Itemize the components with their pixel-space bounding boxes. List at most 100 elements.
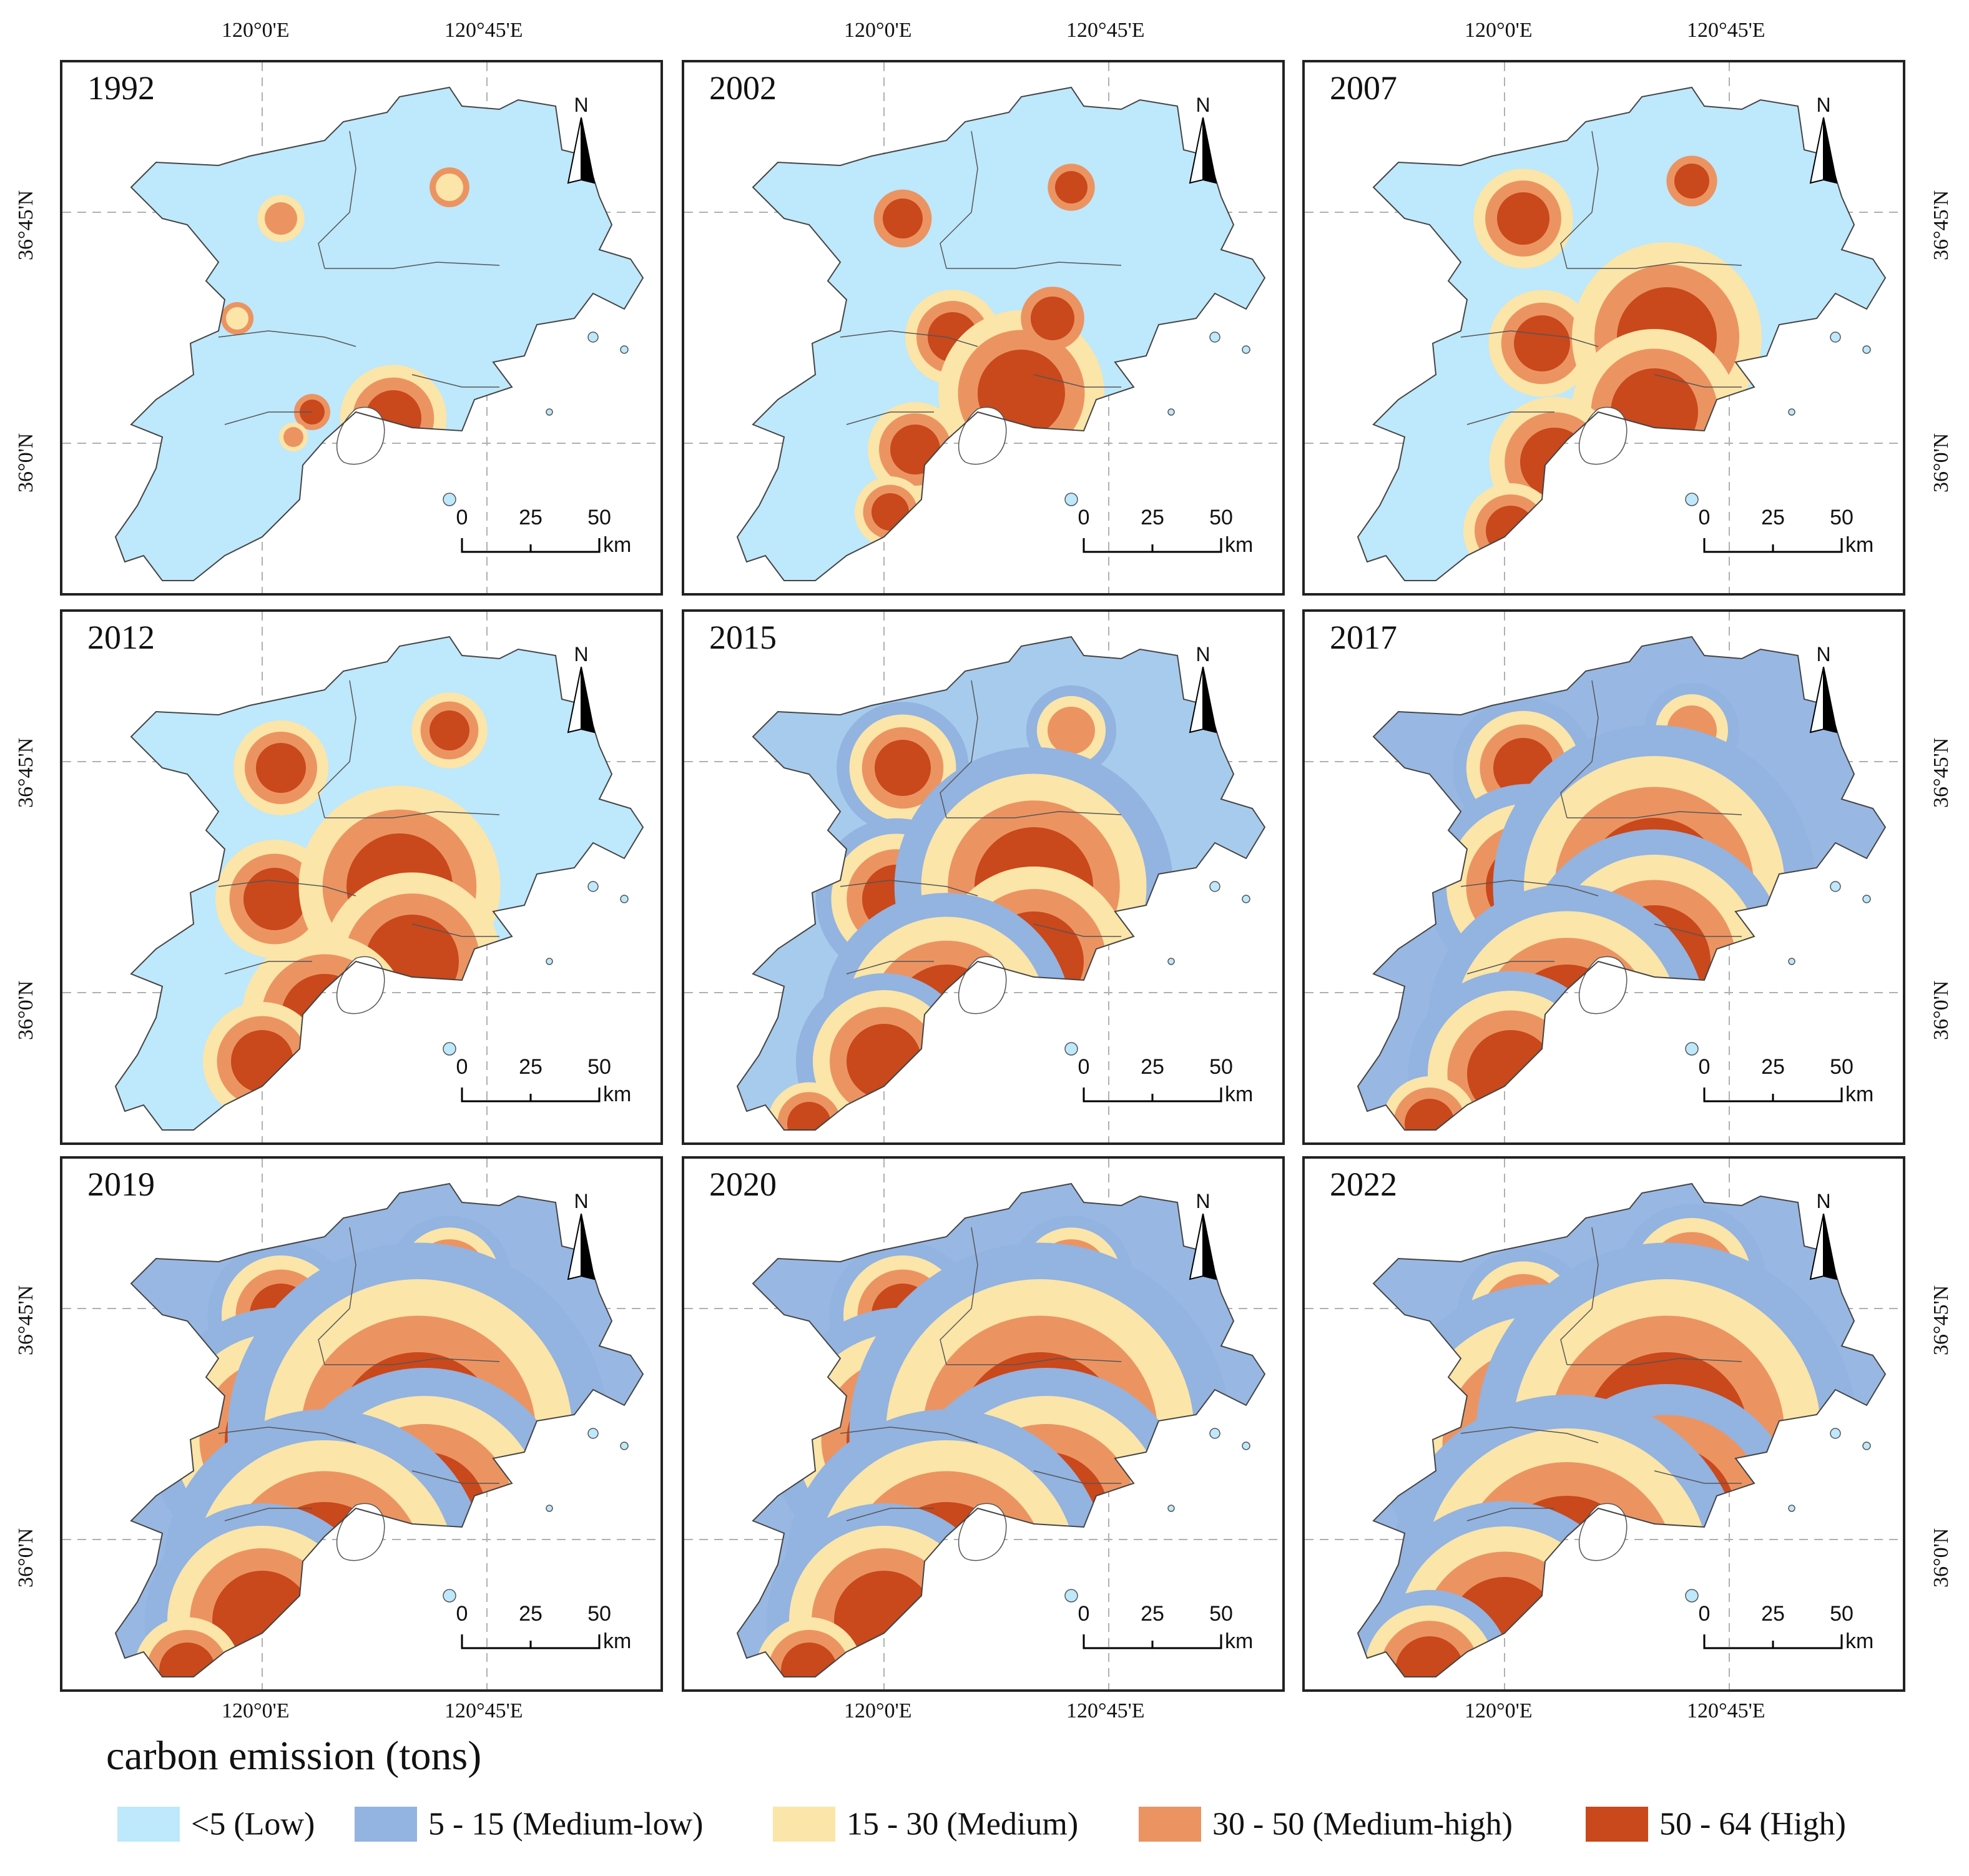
district-border [224,411,312,425]
island [1685,1589,1699,1603]
year-label: 2002 [709,69,777,107]
scale-bar-line [461,1088,601,1103]
island [620,1441,629,1450]
legend-title: carbon emission (tons) [106,1733,482,1779]
island [443,1589,456,1603]
north-label: N [1196,94,1210,116]
scale-unit: km [1225,1083,1254,1106]
region-outline [1357,86,1887,581]
region-outline [114,1182,644,1677]
scale-bar-line [1083,1088,1222,1103]
region-outline [1357,1182,1887,1677]
scale-bar: 0 25 50 km [1078,506,1265,581]
scale-tick-label: 0 [456,506,468,529]
region-outline [114,636,644,1131]
emission-hotspot [875,740,931,796]
district-border [1466,961,1554,975]
emission-hotspot [1674,164,1709,199]
emission-map [62,612,660,1142]
legend-label: 30 - 50 (Medium-high) [1212,1806,1513,1842]
district-border [318,130,356,269]
island [1862,1441,1871,1450]
right-lat-label: 36°45'N [1930,737,1953,808]
scale-unit: km [1225,1629,1254,1653]
bottom-lon-label: 120°45'E [1066,1699,1145,1722]
region-outline [736,86,1266,581]
scale-bar: 0 25 50 km [1698,506,1885,581]
scale-tick-label: 25 [1761,506,1785,529]
island [587,881,599,892]
map-panel: 2012 N 0 25 50 km [60,609,663,1145]
emission-hotspot [847,1024,921,1099]
emission-hotspot [1364,1206,1395,1237]
map-panel: 2019 N 0 25 50 km [60,1156,663,1692]
district-border [1560,130,1599,269]
left-lat-label: 36°45'N [14,190,37,260]
jiaozhou-bay [1578,1503,1628,1561]
north-arrow-icon [1189,667,1217,734]
map-panel: 2007 N 0 25 50 km [1302,60,1905,596]
jiaozhou-bay [958,1503,1007,1561]
legend-label: <5 (Low) [191,1806,315,1842]
scale-bar: 0 25 50 km [1698,1055,1885,1130]
emission-hotspot [283,427,303,447]
emission-hotspot [159,1643,215,1677]
district-border [325,262,500,269]
scale-tick-label: 50 [1830,1055,1854,1079]
region-base [115,87,643,581]
year-label: 2017 [1330,619,1397,656]
scale-tick-label: 25 [519,1602,543,1626]
emission-map [62,62,660,593]
scale-tick-label: 50 [1209,506,1233,529]
scale-tick-label: 50 [587,506,611,529]
legend-label: 50 - 64 (High) [1659,1806,1846,1842]
scale-tick-label: 0 [1078,1602,1090,1626]
scale-tick-label: 25 [1761,1602,1785,1626]
island [1064,1589,1078,1603]
north-arrow-icon [1809,117,1838,184]
district-border [840,880,978,896]
scale-tick-label: 25 [1141,506,1164,529]
north-arrow-icon [1809,1214,1838,1280]
island [1788,958,1795,965]
bottom-lon-label: 120°0'E [1465,1699,1533,1722]
district-border [946,262,1122,269]
legend-item-high: 50 - 64 (High) [1586,1803,1846,1844]
north-arrow-icon [567,1214,596,1280]
district-border [1460,330,1599,347]
scale-tick-label: 0 [456,1602,468,1626]
scale-unit: km [603,533,632,557]
jiaozhou-bay [1578,956,1628,1014]
year-label: 1992 [87,69,155,107]
scale-tick-label: 0 [1698,506,1711,529]
right-lat-label: 36°45'N [1930,1285,1953,1355]
emission-hotspot [787,1102,831,1130]
north-label: N [574,94,589,116]
emission-hotspot [231,1030,293,1093]
map-panel: 2017 N 0 25 50 km [1302,609,1905,1145]
emission-hotspot [243,868,306,930]
island [1209,881,1220,892]
region-outline [114,86,644,581]
district-border [1560,680,1599,818]
district-border [224,961,312,975]
north-label: N [1816,643,1831,665]
district-border [218,1427,356,1443]
left-lat-label: 36°0'N [14,1528,37,1588]
scale-bar: 0 25 50 km [456,1602,643,1677]
year-label: 2019 [87,1166,155,1203]
district-border [1654,374,1742,388]
scale-tick-label: 50 [1830,506,1854,529]
scale-tick-label: 25 [1141,1055,1164,1079]
north-arrow: N [566,94,597,187]
island [1209,1428,1220,1439]
bottom-lon-label: 120°45'E [444,1699,523,1722]
district-border [940,1227,978,1365]
jiaozhou-bay [958,406,1007,465]
map-panel: 2022 N 0 25 50 km [1302,1156,1905,1692]
district-border [846,961,934,975]
district-border [1560,1227,1599,1365]
emission-hotspot [741,1203,777,1239]
island [1167,958,1175,965]
district-border [1460,1427,1599,1443]
